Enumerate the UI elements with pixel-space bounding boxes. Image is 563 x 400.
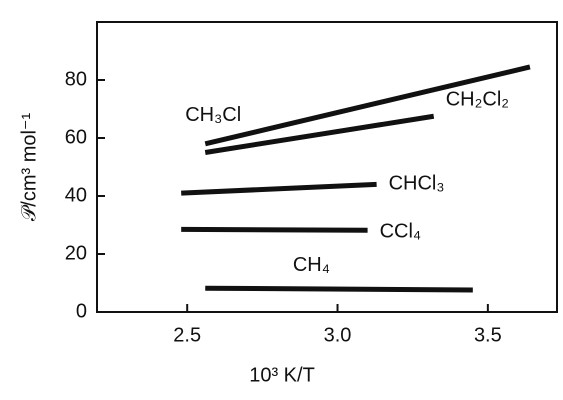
series-line xyxy=(181,226,368,233)
series-line xyxy=(204,113,435,155)
series-line xyxy=(181,181,377,196)
x-axis-label: 10³ K/T xyxy=(249,364,315,386)
series-line xyxy=(205,285,473,293)
y-tick-label: 60 xyxy=(65,126,87,148)
y-tick-label: 40 xyxy=(65,184,87,206)
series-label: CH₃Cl xyxy=(185,104,241,126)
y-axis-label: 𝒫/cm³ mol⁻¹ xyxy=(18,113,40,222)
series-label: CH₂Cl₂ xyxy=(446,89,509,111)
y-tick-label: 0 xyxy=(76,300,87,322)
x-tick-label: 3.0 xyxy=(324,324,352,346)
x-tick-label: 2.5 xyxy=(173,324,201,346)
series-line xyxy=(204,64,531,147)
y-tick-label: 80 xyxy=(65,68,87,90)
x-tick-label: 3.5 xyxy=(474,324,502,346)
series-label: CH₄ xyxy=(293,254,330,276)
series-label: CHCl₃ xyxy=(389,173,445,195)
y-tick-label: 20 xyxy=(65,242,87,264)
series-label: CCl₄ xyxy=(380,221,422,243)
plot-frame xyxy=(96,21,558,313)
